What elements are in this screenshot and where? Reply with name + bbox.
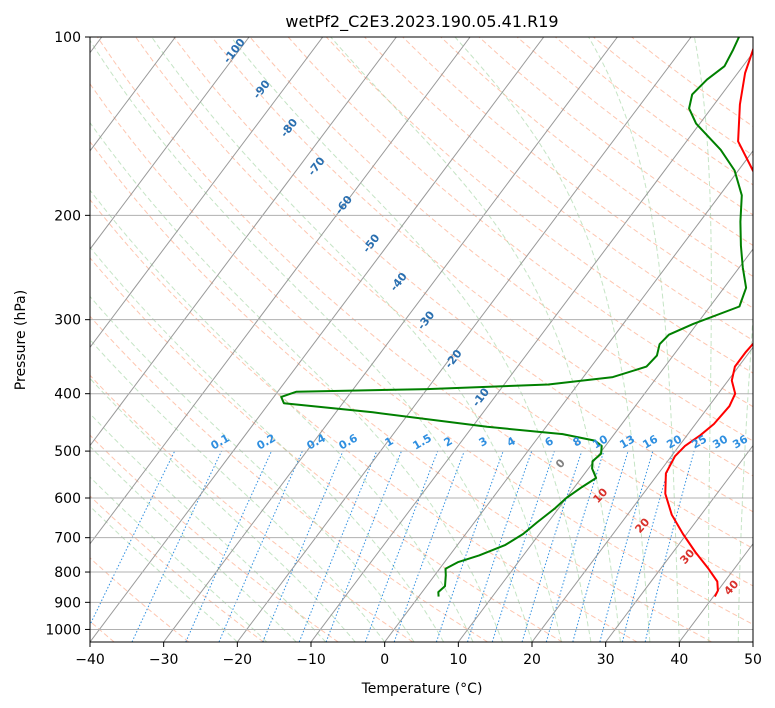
x-tick-label: −20 [223, 652, 253, 668]
x-tick-label: 30 [597, 652, 615, 668]
isotherm-line [163, 37, 618, 642]
dry-adiabat-line [96, 37, 753, 587]
x-tick-label: 50 [744, 652, 762, 668]
moist-adiabat-line [737, 310, 753, 642]
mixing-ratio-line [218, 450, 303, 642]
moist-adiabat-line [90, 295, 415, 642]
y-tick-label: 200 [54, 208, 81, 224]
grid-lines [90, 37, 753, 642]
moist-adiabat-line [693, 37, 712, 642]
mixing-ratio-line [131, 450, 223, 642]
isotherm-line [90, 37, 397, 447]
mixing-ratio-line [325, 450, 402, 642]
temperature-profile [664, 46, 753, 598]
dry-adiabat-line [90, 315, 488, 642]
isotherm-line [384, 150, 753, 642]
mixing-ratio-line [185, 450, 272, 642]
y-tick-label: 100 [54, 30, 81, 46]
y-tick-label: 400 [54, 387, 81, 403]
moist-adiabat-line [151, 37, 562, 642]
dry-adiabat-line [90, 495, 264, 642]
mixing-ratio-line [467, 450, 533, 642]
isotherm-line [531, 346, 753, 642]
y-tick-label: 1000 [45, 622, 81, 638]
isotherm-line [90, 37, 324, 349]
y-tick-label: 600 [54, 491, 81, 507]
y-tick-label: 900 [54, 595, 81, 611]
isotherm-line [90, 37, 176, 152]
y-axis: 100 200 300 400 500 600 700 800 900 1000 [45, 30, 90, 638]
mixing-ratio-line [262, 450, 344, 642]
moist-adiabat-line [90, 189, 474, 642]
isotherm-line [605, 444, 753, 642]
dewpoint-profile [280, 37, 748, 597]
isotherm-line [90, 37, 250, 250]
x-tick-label: −30 [149, 652, 179, 668]
mixing-ratio-line [521, 450, 583, 642]
mixing-ratio-line [599, 450, 654, 642]
x-tick-label: −10 [296, 652, 326, 668]
x-tick-label: 40 [670, 652, 688, 668]
moist-adiabat-line [330, 37, 621, 642]
y-tick-label: 800 [54, 565, 81, 581]
moist-adiabat-line [90, 121, 503, 642]
mixing-ratio-line [545, 450, 605, 642]
dry-adiabat-line [90, 557, 190, 642]
dry-adiabat-line [90, 83, 753, 625]
x-tick-label: 20 [523, 652, 541, 668]
moist-adiabat-line [588, 37, 680, 642]
data-series [280, 37, 753, 598]
mixing-ratio-line [364, 450, 439, 642]
moist-adiabat-line [90, 476, 268, 642]
y-tick-label: 300 [54, 313, 81, 329]
isotherm-line [90, 37, 471, 545]
x-tick-label: 0 [380, 652, 389, 668]
dry-adiabat-line [402, 37, 753, 309]
dry-adiabat-line [173, 37, 753, 513]
dry-adiabat-line [325, 37, 753, 374]
moist-adiabat-line [454, 37, 651, 642]
isotherm-line [90, 37, 545, 642]
moist-adiabat-line [90, 246, 445, 642]
x-tick-label: −40 [75, 652, 105, 668]
mixing-ratio-line [572, 450, 629, 642]
moist-adiabat-line [230, 37, 592, 642]
x-axis: −40 −30 −20 −10 0 10 20 30 40 50 [75, 642, 762, 668]
dry-adiabat-line [211, 37, 753, 477]
moist-adiabat-line [90, 377, 356, 642]
mixing-ratio-line [621, 450, 674, 642]
y-axis-label: Pressure (hPa) [13, 290, 29, 390]
plot-frame [89, 36, 754, 643]
y-tick-label: 500 [54, 444, 81, 460]
mixing-ratio-line [435, 450, 504, 642]
moist-adiabat-line [90, 39, 533, 642]
dry-adiabat-line [249, 37, 753, 442]
x-tick-label: 10 [449, 652, 467, 668]
background-lines [90, 37, 753, 642]
dry-adiabat-line [90, 140, 712, 642]
moist-adiabat-line [90, 413, 327, 642]
chart-title: wetPf2_C2E3.2023.190.05.41.R19 [285, 12, 558, 32]
mixing-ratio-line [298, 450, 378, 642]
y-tick-label: 700 [54, 531, 81, 547]
isotherm-line [310, 51, 753, 642]
dry-adiabat-line [90, 257, 563, 642]
isotherm-line [236, 37, 692, 642]
isotherm-line [457, 248, 753, 642]
dry-adiabat-line [90, 434, 339, 642]
dry-adiabat-line [90, 198, 638, 642]
moist-adiabat-line [90, 445, 297, 642]
x-axis-label: Temperature (°C) [361, 681, 483, 697]
